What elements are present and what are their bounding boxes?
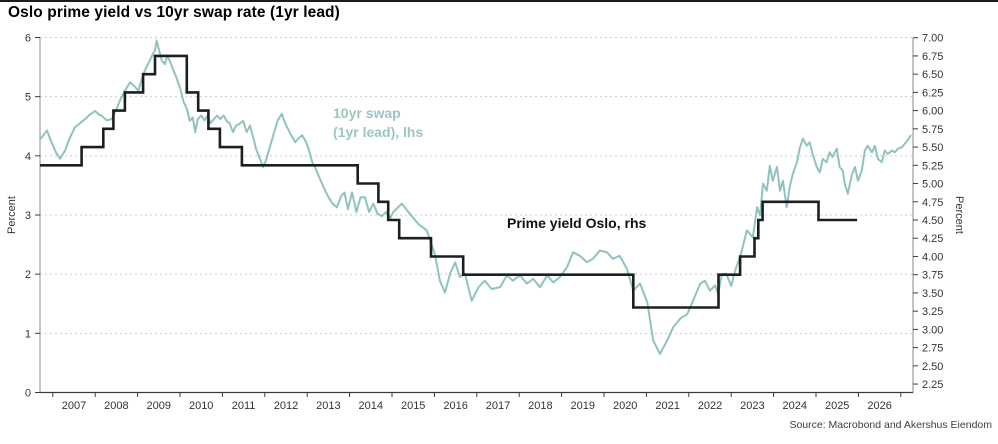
right-axis-title: Percent [953, 196, 965, 234]
svg-text:3.50: 3.50 [922, 288, 943, 300]
svg-text:6: 6 [25, 32, 31, 44]
svg-text:2026: 2026 [867, 400, 891, 412]
x-axis: 2007 2008 2009 2010 2011 2012 2013 2014 2015 2016… [52, 392, 902, 412]
svg-text:6.50: 6.50 [922, 69, 943, 81]
svg-text:3.00: 3.00 [922, 324, 943, 336]
svg-text:2.50: 2.50 [922, 361, 943, 373]
svg-text:2024: 2024 [783, 400, 807, 412]
svg-text:3: 3 [25, 210, 31, 222]
swap-series-label-line2: (1yr lead), lhs [333, 124, 424, 140]
svg-text:2023: 2023 [740, 400, 764, 412]
svg-text:2013: 2013 [316, 400, 340, 412]
svg-text:2015: 2015 [401, 400, 425, 412]
svg-text:2022: 2022 [698, 400, 722, 412]
svg-text:2016: 2016 [443, 400, 467, 412]
top-border-line [0, 0, 998, 2]
svg-text:2014: 2014 [359, 400, 383, 412]
swap-rate-line [39, 39, 912, 355]
svg-text:5: 5 [25, 92, 31, 104]
source-attribution: Source: Macrobond and Akershus Eiendom [789, 419, 992, 431]
prime-yield-step-line [40, 54, 858, 309]
left-axis-title: Percent [6, 196, 18, 234]
svg-text:5.75: 5.75 [922, 124, 943, 136]
svg-text:3.75: 3.75 [922, 270, 943, 282]
svg-text:2019: 2019 [571, 400, 595, 412]
svg-text:2.75: 2.75 [922, 343, 943, 355]
svg-text:6.75: 6.75 [922, 51, 943, 63]
svg-text:2: 2 [25, 269, 31, 281]
svg-text:4: 4 [25, 151, 31, 163]
svg-text:5.00: 5.00 [922, 179, 943, 191]
svg-text:4.50: 4.50 [922, 215, 943, 227]
svg-text:1: 1 [25, 328, 31, 340]
svg-text:2018: 2018 [528, 400, 552, 412]
svg-text:0: 0 [25, 388, 31, 400]
svg-text:2.25: 2.25 [922, 379, 943, 391]
svg-text:2009: 2009 [147, 400, 171, 412]
svg-text:4.75: 4.75 [922, 197, 943, 209]
svg-text:6.25: 6.25 [922, 87, 943, 99]
prime-yield-series-label: Prime yield Oslo, rhs [507, 215, 647, 231]
svg-text:4.00: 4.00 [922, 251, 943, 263]
svg-text:2010: 2010 [189, 400, 213, 412]
svg-text:2017: 2017 [486, 400, 510, 412]
svg-text:2020: 2020 [613, 400, 637, 412]
svg-text:2021: 2021 [655, 400, 679, 412]
svg-text:7.00: 7.00 [922, 33, 943, 45]
svg-text:2012: 2012 [274, 400, 298, 412]
swap-series-label-line1: 10yr swap [333, 105, 401, 121]
svg-text:2025: 2025 [825, 400, 849, 412]
swap-series-label: 10yr swap (1yr lead), lhs [333, 104, 423, 142]
svg-text:4.25: 4.25 [922, 233, 943, 245]
svg-text:2008: 2008 [104, 400, 128, 412]
svg-text:6.00: 6.00 [922, 106, 943, 118]
right-axis: 2.25 2.50 2.75 3.00 3.25 3.50 3.75 4.00 4.25 4.50… [913, 33, 965, 391]
svg-text:2007: 2007 [62, 400, 86, 412]
svg-text:2011: 2011 [232, 400, 256, 412]
svg-text:5.25: 5.25 [922, 160, 943, 172]
chart-title: Oslo prime yield vs 10yr swap rate (1yr … [8, 4, 340, 21]
svg-text:5.50: 5.50 [922, 142, 943, 154]
svg-text:3.25: 3.25 [922, 306, 943, 318]
left-axis: 0 1 2 3 4 5 6 Percent [6, 32, 40, 400]
